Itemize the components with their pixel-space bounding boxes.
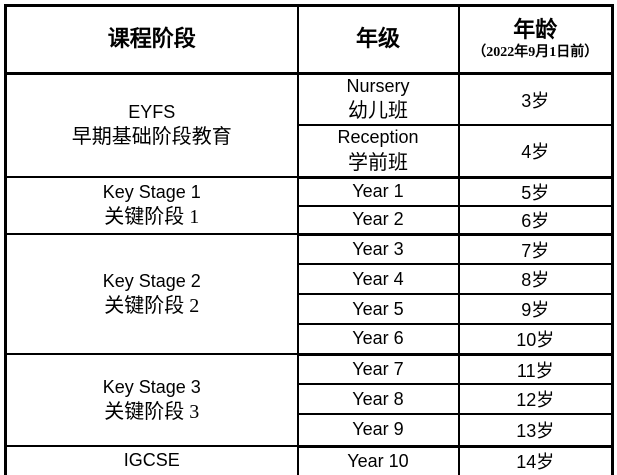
table-row: Year 8 12岁	[6, 383, 614, 416]
age-cell: 11岁	[457, 353, 614, 386]
header-age-label: 年龄	[513, 17, 558, 43]
header-course-stage-label: 课程阶段	[107, 26, 196, 52]
stage-cell-eyfs: EYFS 早期基础阶段教育	[4, 72, 299, 179]
table-header-row: 课程阶段 年级 年龄 （2022年9月1日前）	[4, 4, 614, 75]
age-cell: 3岁	[457, 72, 614, 127]
table-row: Key Stage 1 关键阶段 1 Year 1 5岁	[4, 176, 614, 236]
table-row: Key Stage 3 关键阶段 3 Year 7 11岁	[4, 353, 614, 448]
age-cell: 4岁	[457, 124, 614, 179]
stage-name-en: Key Stage 2	[102, 270, 201, 291]
grade-cell: Year 6	[296, 323, 460, 356]
age-cell: 13岁	[457, 413, 614, 448]
age-cell: 5岁	[457, 176, 614, 207]
stage-name-en: EYFS	[128, 101, 176, 122]
course-stage-table: 课程阶段 年级 年龄 （2022年9月1日前） EYFS 早期基础阶段教育 Nu…	[4, 4, 614, 475]
stage-name-en: Key Stage 1	[102, 182, 201, 203]
header-course-stage: 课程阶段	[4, 4, 299, 75]
stage-cell-igcse: IGCSE	[4, 445, 299, 475]
table-row: EYFS 早期基础阶段教育 Nursery 幼儿班 3岁	[4, 72, 614, 179]
stage-name-zh: 关键阶段 1	[104, 206, 200, 229]
grade-name-en: Nursery	[346, 76, 410, 96]
grade-name-en: Reception	[337, 127, 419, 148]
age-cell: 10岁	[457, 323, 614, 356]
stage-name-zh: 关键阶段 3	[104, 400, 200, 423]
age-cell: 6岁	[457, 204, 614, 236]
table-row: Year 4 8岁	[6, 263, 614, 296]
header-age: 年龄 （2022年9月1日前）	[457, 4, 614, 75]
header-age-note: （2022年9月1日前）	[472, 44, 599, 60]
header-grade-label: 年级	[355, 26, 400, 52]
grade-cell: Year 1	[296, 176, 460, 207]
stage-cell-ks2: Key Stage 2 关键阶段 2	[4, 233, 299, 356]
grade-cell: Year 9	[296, 413, 460, 448]
table-row: Key Stage 2 关键阶段 2 Year 3 7岁	[4, 233, 614, 356]
grade-cell: Year 7	[296, 353, 460, 386]
table-row: Reception 学前班 4岁	[6, 124, 614, 179]
grade-cell: Year 4	[296, 263, 460, 296]
age-cell: 12岁	[457, 383, 614, 416]
stage-cell-ks3: Key Stage 3 关键阶段 3	[4, 353, 299, 448]
grade-cell: Year 8	[296, 383, 460, 416]
grade-cell: Nursery 幼儿班	[296, 72, 460, 127]
age-cell: 9岁	[457, 293, 614, 326]
table-row: IGCSE Year 10 14岁	[4, 445, 614, 475]
grade-cell: Reception 学前班	[296, 124, 460, 179]
grade-name-zh: 幼儿班	[348, 100, 408, 123]
grade-cell: Year 5	[296, 293, 460, 326]
stage-name-zh: 早期基础阶段教育	[71, 126, 232, 149]
stage-name-zh: 关键阶段 2	[104, 294, 200, 317]
age-cell: 14岁	[457, 445, 614, 475]
grade-name-zh: 学前班	[348, 151, 408, 174]
stage-name-en: Key Stage 3	[102, 376, 201, 397]
grade-cell: Year 2	[296, 204, 460, 236]
age-cell: 8岁	[457, 263, 614, 296]
table-row: Year 9 13岁	[6, 413, 614, 448]
table-row: Year 6 10岁	[6, 323, 614, 356]
stage-cell-ks1: Key Stage 1 关键阶段 1	[4, 176, 299, 236]
table-row: Year 5 9岁	[6, 293, 614, 326]
header-grade: 年级	[296, 4, 460, 75]
table-row: Year 2 6岁	[6, 204, 614, 236]
grade-cell: Year 3	[296, 233, 460, 266]
grade-cell: Year 10	[296, 445, 460, 475]
age-cell: 7岁	[457, 233, 614, 266]
